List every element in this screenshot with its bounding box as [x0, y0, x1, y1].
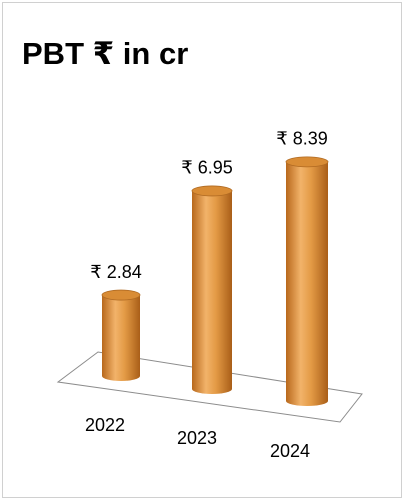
value-label: ₹ 6.95 — [181, 158, 233, 178]
cylinder-top — [101, 289, 141, 301]
chart-title: PBT ₹ in cr — [22, 36, 188, 71]
value-label: ₹ 8.39 — [276, 129, 328, 149]
cylinder — [286, 161, 328, 406]
cylinder-top — [285, 156, 329, 168]
cylinder — [192, 190, 232, 394]
x-tick-label: 2023 — [177, 428, 217, 448]
x-tick-label: 2022 — [85, 415, 125, 435]
value-label: ₹ 2.84 — [90, 262, 142, 282]
x-tick-label: 2024 — [270, 441, 310, 461]
cylinder-top — [191, 185, 233, 197]
cylinder — [102, 295, 140, 381]
